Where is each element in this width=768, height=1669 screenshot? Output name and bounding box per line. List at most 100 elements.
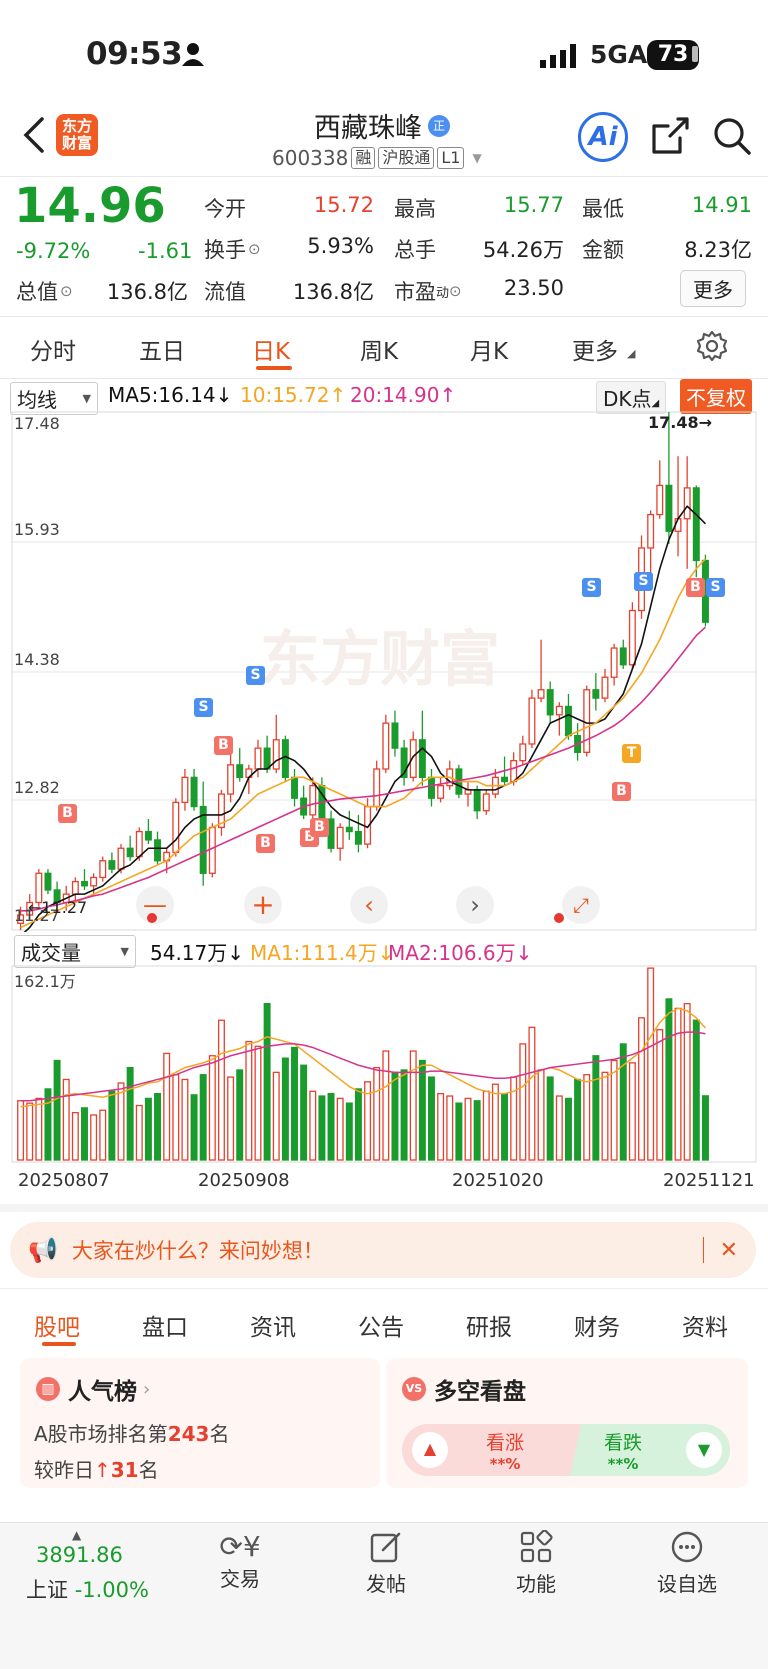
nav-post[interactable]: 发帖 bbox=[358, 1530, 414, 1597]
candle-up bbox=[628, 609, 636, 666]
ai-button[interactable]: Ai bbox=[578, 112, 628, 162]
tabs-divider bbox=[0, 378, 768, 379]
tab-weekly-k[interactable]: 周K bbox=[360, 339, 399, 365]
popularity-rank: A股市场排名第243名 bbox=[34, 1418, 229, 1447]
volume-bar-up bbox=[90, 1114, 98, 1161]
ma10-value: 10:15.72 bbox=[240, 383, 330, 407]
tab-profile[interactable]: 资料 bbox=[682, 1315, 728, 1341]
ai-label: Ai bbox=[588, 122, 618, 152]
sell-signal-chip: S bbox=[634, 572, 653, 591]
watermark-logo: 东方财富 bbox=[260, 626, 500, 693]
fullscreen-icon[interactable]: ⤢ bbox=[562, 886, 600, 924]
volume-bar-down bbox=[455, 1102, 463, 1161]
volume_ma2-line bbox=[20, 1031, 706, 1102]
tab-guba[interactable]: 股吧 bbox=[34, 1315, 80, 1341]
chevron-down-icon: ▼ bbox=[120, 945, 129, 958]
volume-bar-down bbox=[345, 1102, 353, 1161]
volume-chart[interactable] bbox=[0, 964, 768, 1164]
scroll-left-button[interactable]: ‹ bbox=[350, 886, 388, 924]
nav-trade[interactable]: ⟳¥ 交易 bbox=[212, 1530, 268, 1592]
tab-news[interactable]: 资讯 bbox=[250, 1315, 296, 1341]
back-icon[interactable] bbox=[22, 116, 46, 158]
volume-bar-up bbox=[17, 1100, 25, 1161]
pe-label: 市盈 bbox=[394, 280, 436, 304]
candle-up bbox=[217, 793, 225, 829]
bullish-button[interactable]: ▲ bbox=[412, 1432, 448, 1468]
rank-prefix: A股市场排名第 bbox=[34, 1422, 168, 1446]
zoom-in-button[interactable]: + bbox=[244, 886, 282, 924]
nav-function[interactable]: 功能 bbox=[508, 1529, 564, 1597]
popularity-card[interactable]: ▥ 人气榜 › A股市场排名第243名 较昨日↑31名 bbox=[20, 1358, 380, 1488]
tab-five-day[interactable]: 五日 bbox=[139, 339, 185, 365]
index-ticker[interactable]: 上证 -1.00% bbox=[26, 1574, 149, 1604]
dropdown-arrow-icon[interactable]: ▼ bbox=[472, 151, 482, 165]
tab-finance[interactable]: 财务 bbox=[574, 1315, 620, 1341]
popularity-change: 较昨日↑31名 bbox=[34, 1454, 159, 1483]
tab-more[interactable]: 更多 bbox=[572, 339, 618, 365]
change-prefix: 较昨日 bbox=[34, 1458, 94, 1482]
tab-research[interactable]: 研报 bbox=[466, 1315, 512, 1341]
stock-name: 西藏珠峰 bbox=[314, 113, 422, 144]
high-label: 最高 bbox=[394, 197, 436, 221]
candle-down bbox=[81, 880, 88, 887]
search-icon[interactable] bbox=[712, 116, 752, 160]
date-label: 20250908 bbox=[198, 1170, 290, 1191]
candle-up bbox=[528, 697, 536, 745]
more-button[interactable]: 更多 bbox=[680, 270, 746, 307]
index-change: -1.00% bbox=[74, 1578, 149, 1602]
tab-daily-k[interactable]: 日K bbox=[252, 339, 291, 365]
candle-up bbox=[117, 847, 125, 870]
volume-bar-up bbox=[245, 1040, 253, 1161]
adjust-button[interactable]: 不复权 bbox=[680, 379, 752, 414]
index-value[interactable]: 3891.86 bbox=[36, 1543, 123, 1567]
turnover-value: 5.93% bbox=[307, 234, 374, 258]
ask-banner[interactable]: 📢 大家在炒什么？来问妙想！ ✕ bbox=[10, 1222, 756, 1278]
volume-bar-down bbox=[263, 1003, 271, 1161]
volume-bar-up bbox=[382, 1050, 390, 1161]
bearish-button[interactable]: ▼ bbox=[686, 1432, 722, 1468]
tab-announcements[interactable]: 公告 bbox=[358, 1315, 404, 1341]
info-icon[interactable]: ⊙ bbox=[449, 282, 462, 300]
total-mv-value: 136.8亿 bbox=[106, 280, 188, 304]
candle-down bbox=[281, 739, 289, 779]
index-name: 上证 bbox=[26, 1578, 68, 1602]
info-icon[interactable]: ⊙ bbox=[60, 282, 73, 300]
ma-selector[interactable]: 均线 ▼ bbox=[10, 382, 98, 415]
volume-bar-down bbox=[126, 1066, 134, 1161]
settings-gear-icon[interactable] bbox=[696, 330, 728, 366]
battery-icon: 73 bbox=[647, 40, 699, 70]
candle-up bbox=[382, 722, 390, 770]
bearish-group[interactable]: 看跌 **% bbox=[604, 1428, 642, 1473]
candle-up bbox=[519, 743, 527, 762]
nav-watchlist[interactable]: 设自选 bbox=[652, 1530, 722, 1597]
tab-monthly-k[interactable]: 月K bbox=[470, 339, 509, 365]
scroll-right-button[interactable]: › bbox=[456, 886, 494, 924]
share-icon[interactable] bbox=[650, 116, 690, 160]
change-value: 31 bbox=[110, 1458, 139, 1482]
volume-bar-up bbox=[62, 1078, 70, 1161]
volume-bar-up bbox=[272, 1071, 280, 1161]
volume-bar-up bbox=[528, 1026, 536, 1161]
sentiment-bar bbox=[402, 1424, 730, 1476]
volume-bar-up bbox=[610, 1059, 618, 1161]
candle-down bbox=[501, 776, 509, 783]
kline-chart[interactable]: 东方财富 bbox=[0, 410, 768, 932]
dk-point-button[interactable]: DK点◢ bbox=[596, 381, 667, 414]
close-icon[interactable]: ✕ bbox=[719, 1237, 738, 1263]
info-icon[interactable]: ⊙ bbox=[248, 240, 261, 258]
volume-max-label: 162.1万 bbox=[14, 972, 76, 991]
volume-bar-up bbox=[99, 1109, 107, 1161]
volume-bar-up bbox=[172, 1074, 180, 1161]
buy-signal-chip: B bbox=[612, 782, 631, 801]
volume-selector[interactable]: 成交量 ▼ bbox=[14, 935, 136, 968]
vol-ma2-value: MA2:106.6万 bbox=[388, 941, 516, 965]
tab-order-book[interactable]: 盘口 bbox=[142, 1315, 188, 1341]
amount-label: 金额 bbox=[582, 238, 624, 262]
bullish-group[interactable]: 看涨 **% bbox=[486, 1428, 524, 1473]
nav-watchlist-label: 设自选 bbox=[657, 1572, 717, 1596]
network-label: 5GA bbox=[590, 40, 648, 69]
candle-up bbox=[309, 785, 317, 816]
tab-intraday[interactable]: 分时 bbox=[30, 339, 76, 365]
low-value: 14.91 bbox=[691, 193, 752, 217]
